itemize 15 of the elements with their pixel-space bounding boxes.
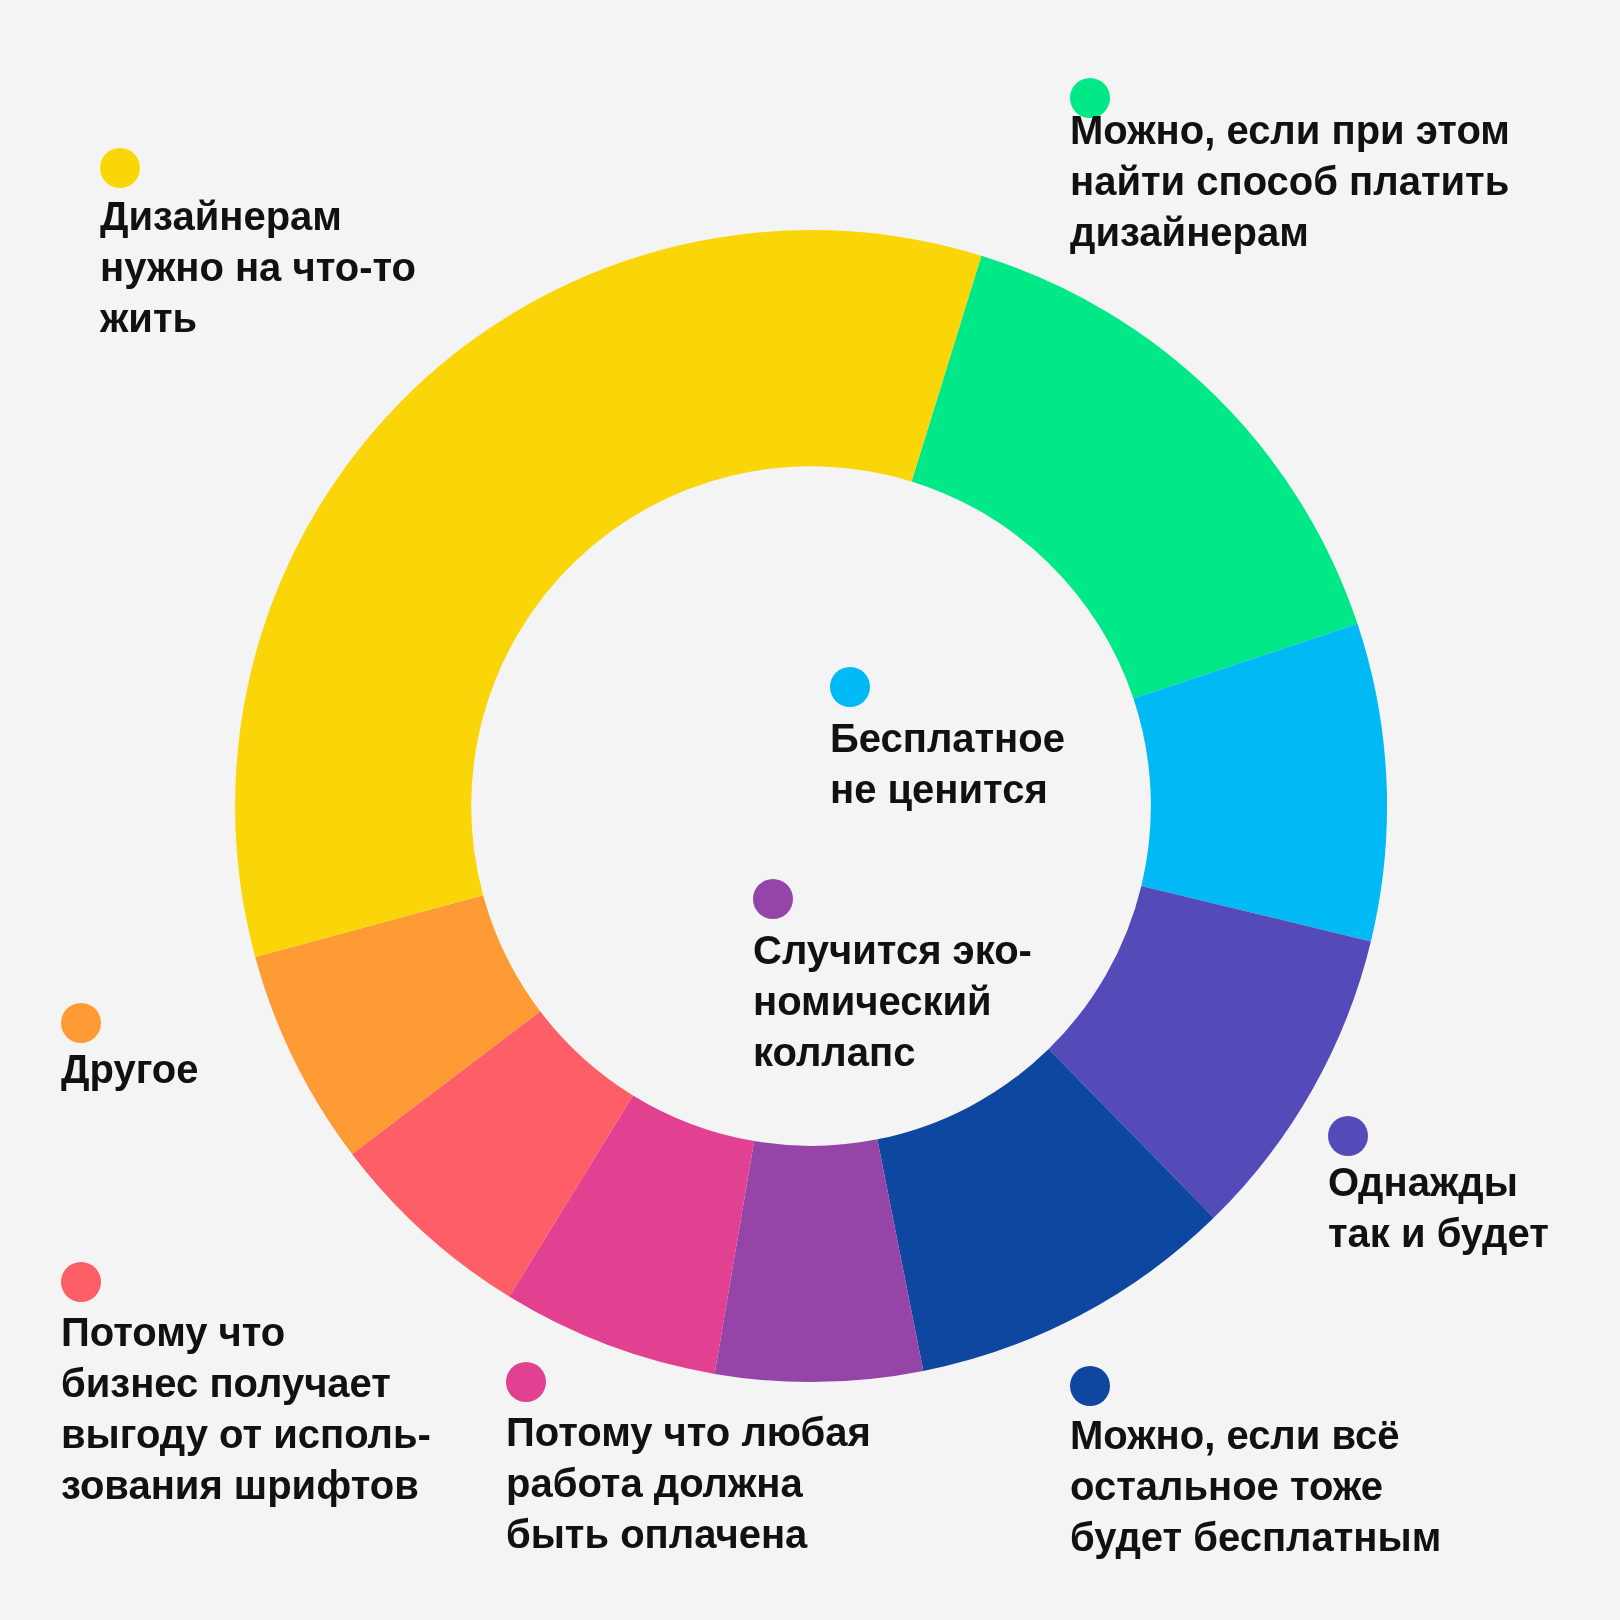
donut-slice [1133, 623, 1387, 942]
legend-label: Можно, если всё остальное тоже будет бесплатным [1070, 1412, 1442, 1561]
legend-label: Бесплатное не ценится [830, 715, 1065, 813]
legend-label: Потому что любая работа должна быть оплачена [506, 1409, 871, 1558]
legend-label: Можно, если при этом найти способ платить дизайнерам [1070, 107, 1510, 256]
legend-label: Потому что бизнес получает выгоду от исполь- зования шрифтов [61, 1309, 431, 1509]
donut-slice [255, 895, 541, 1154]
donut-slice [352, 1011, 633, 1297]
legend-label: Случится эко- номический коллапс [753, 927, 1032, 1076]
legend-label: Однажды так и будет [1328, 1159, 1549, 1257]
donut-slice [911, 255, 1358, 699]
donut-slice [714, 1139, 924, 1382]
donut-slice [509, 1095, 755, 1374]
legend-label: Другое [61, 1046, 199, 1093]
legend-label: Дизайнерам нужно на что-то жить [100, 193, 417, 342]
